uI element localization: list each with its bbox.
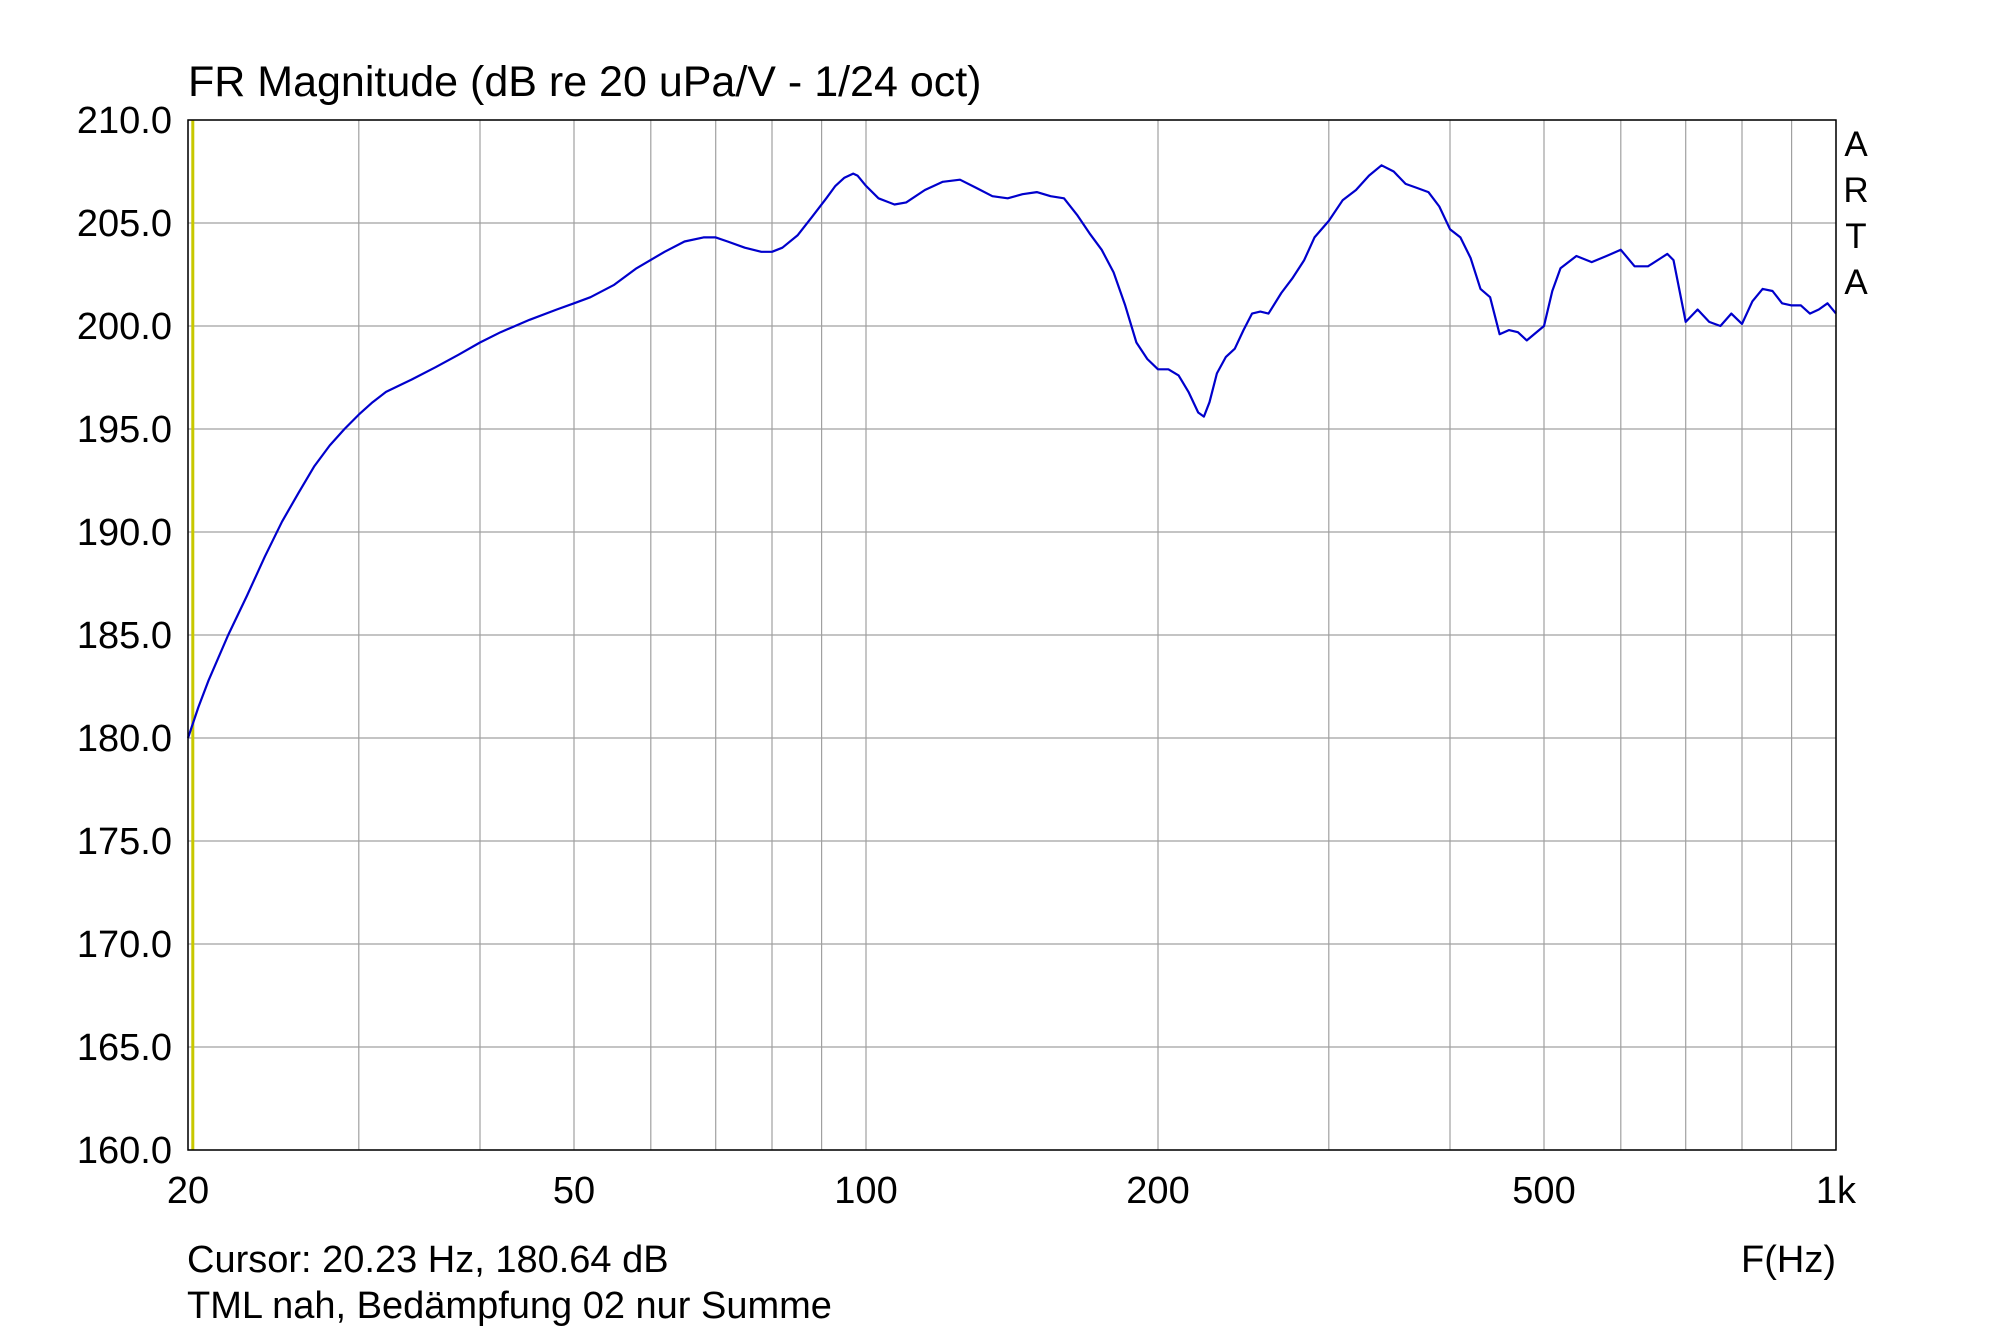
y-tick-label: 170.0: [77, 924, 172, 966]
y-tick-label: 165.0: [77, 1027, 172, 1069]
measurement-caption: TML nah, Bedämpfung 02 nur Summe: [187, 1285, 832, 1327]
y-tick-label: 210.0: [77, 100, 172, 142]
y-tick-label: 200.0: [77, 306, 172, 348]
y-tick-label: 185.0: [77, 615, 172, 657]
x-tick-label: 1k: [1816, 1170, 1857, 1212]
y-tick-label: 175.0: [77, 821, 172, 863]
y-tick-label: 160.0: [77, 1130, 172, 1172]
x-tick-label: 500: [1512, 1170, 1575, 1212]
x-tick-label: 100: [834, 1170, 897, 1212]
x-tick-label: 200: [1126, 1170, 1189, 1212]
cursor-readout: Cursor: 20.23 Hz, 180.64 dB: [187, 1239, 669, 1281]
y-tick-label: 205.0: [77, 203, 172, 245]
arta-watermark-letter: A: [1844, 125, 1868, 164]
arta-watermark-letter: A: [1844, 263, 1868, 302]
fr-magnitude-series-line: [186, 164, 1837, 739]
arta-watermark-letter: T: [1845, 217, 1866, 256]
arta-watermark-letter: R: [1843, 171, 1868, 210]
y-tick-label: 195.0: [77, 409, 172, 451]
x-tick-label: 50: [553, 1170, 595, 1212]
y-tick-label: 180.0: [77, 718, 172, 760]
plot-frame: [187, 119, 1837, 1151]
tick-labels: 160.0 165.0 170.0 175.0 180.0 185.0 190.0 195.0…: [77, 100, 1857, 1212]
x-axis-label: F(Hz): [1741, 1239, 1836, 1281]
grid-layer: [187, 119, 1837, 1151]
x-tick-label: 20: [167, 1170, 209, 1212]
chart-title: FR Magnitude (dB re 20 uPa/V - 1/24 oct): [188, 58, 982, 106]
y-tick-label: 190.0: [77, 512, 172, 554]
